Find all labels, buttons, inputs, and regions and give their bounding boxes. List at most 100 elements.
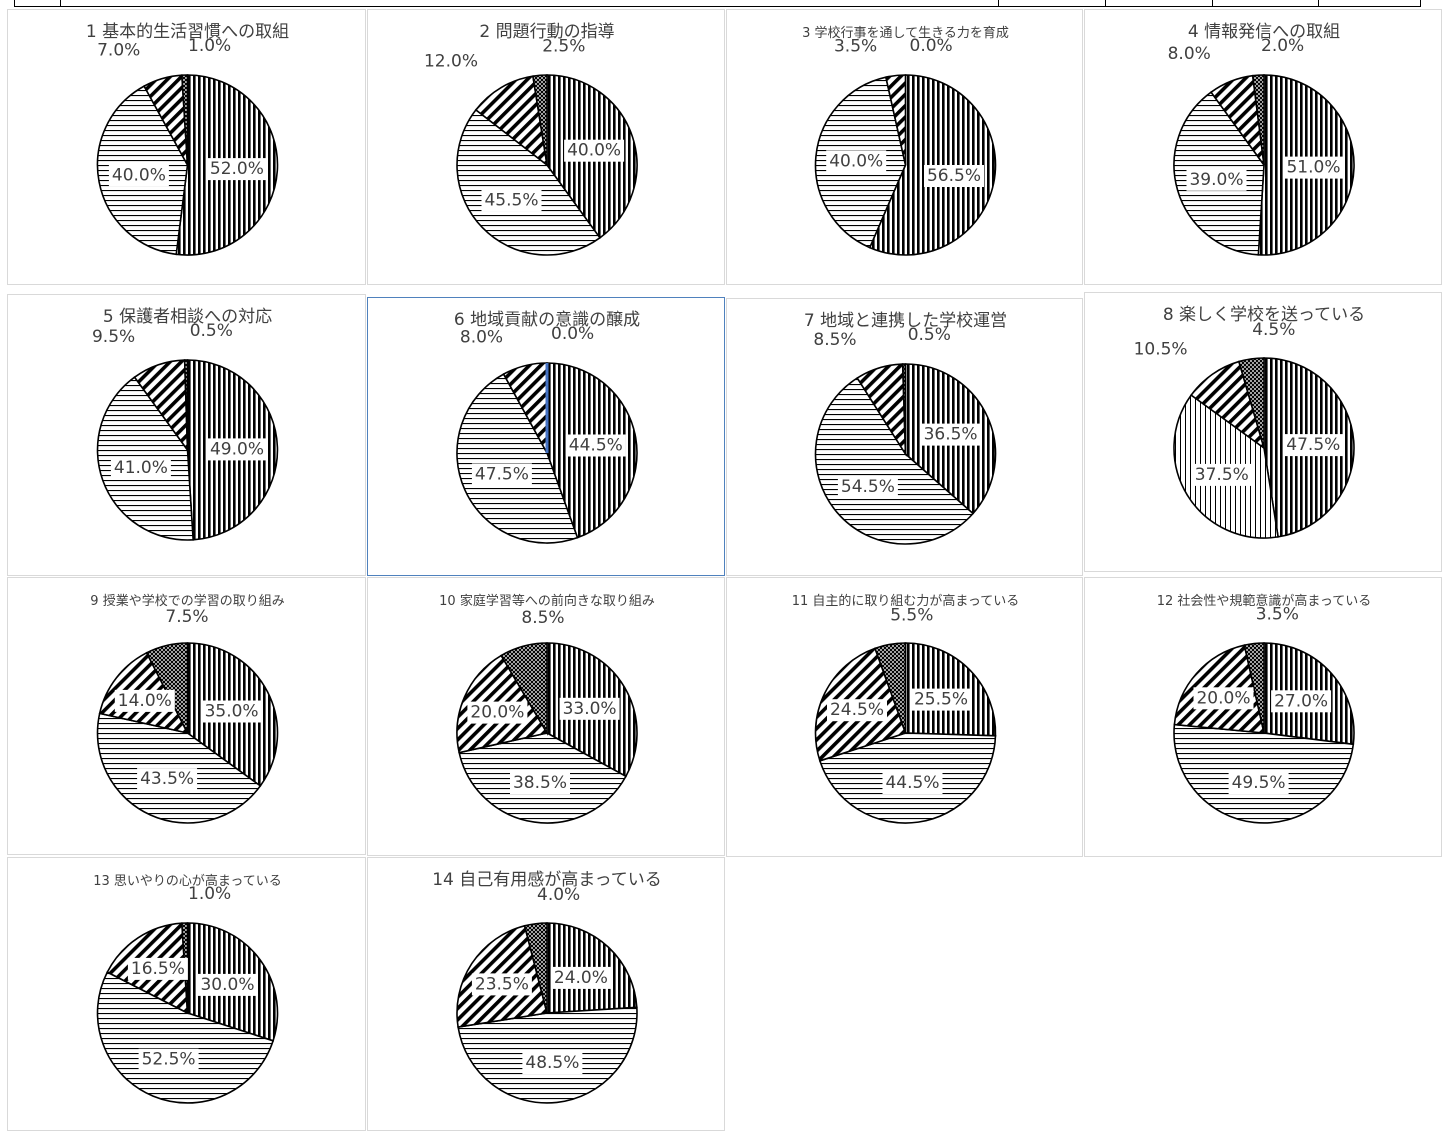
table-top-border: [0, 0, 1449, 10]
data-label-box: [467, 701, 528, 724]
pie-chart-panel[interactable]: 10 家庭学習等への前向きな取り組み 33.0% 38.5% 20.0% 8.5%: [367, 577, 725, 856]
data-label-box: [1283, 434, 1344, 457]
pie-chart: 1 基本的生活習慣への取組 52.0% 40.0% 7.0% 1.0%: [86, 22, 289, 256]
pie-chart-panel[interactable]: 1 基本的生活習慣への取組 52.0% 40.0% 7.0% 1.0%: [7, 9, 366, 285]
data-label: 40.0%: [829, 151, 883, 171]
data-label: 41.0%: [114, 458, 168, 478]
data-label: 30.0%: [200, 975, 254, 995]
data-label: 37.5%: [1195, 465, 1249, 485]
data-label-box: [882, 772, 943, 794]
data-label: 3.5%: [1256, 605, 1299, 625]
data-label-box: [481, 189, 542, 212]
table-divider: [14, 0, 15, 7]
pie-slice-4: [1251, 74, 1265, 166]
data-label: 5.5%: [890, 606, 933, 626]
data-label: 0.0%: [551, 324, 594, 344]
pie-chart-panel[interactable]: 11 自主的に取り組む力が高まっている 25.5% 44.5% 24.5% 5.5%: [726, 577, 1083, 857]
data-label: 54.5%: [841, 477, 895, 497]
pie-chart: 10 家庭学習等への前向きな取り組み 33.0% 38.5% 20.0% 8.5%: [439, 593, 655, 824]
pie-chart-panel[interactable]: 6 地域貢献の意識の醸成 44.5% 47.5% 8.0% 0.0%: [367, 297, 725, 576]
data-label: 44.5%: [569, 436, 623, 456]
data-label: 56.5%: [927, 166, 981, 186]
table-divider: [1420, 0, 1421, 7]
data-label: 2.5%: [542, 36, 585, 56]
data-label: 43.5%: [140, 769, 194, 789]
chart-title: 13 思いやりの心が高まっている: [93, 873, 282, 889]
data-label: 44.5%: [885, 773, 939, 793]
pie-chart: 6 地域貢献の意識の醸成 44.5% 47.5% 8.0% 0.0%: [454, 310, 640, 544]
chart-title: 2 問題行動の指導: [479, 22, 614, 42]
data-label-box: [1271, 690, 1332, 713]
pie-slice-4: [901, 363, 907, 455]
data-label: 3.5%: [834, 37, 877, 57]
pie-chart-panel[interactable]: 7 地域と連携した学校運営 36.5% 54.5% 8.5% 0.5%: [726, 298, 1083, 576]
pie-slice-4: [873, 642, 907, 734]
chart-title: 3 学校行事を通して生きる力を育成: [802, 25, 1009, 41]
data-label: 23.5%: [475, 974, 529, 994]
data-label: 0.0%: [910, 36, 953, 56]
pie-slice-4: [1243, 642, 1265, 734]
pie-chart-panel[interactable]: 2 問題行動の指導 40.0% 45.5% 12.0% 2.5%: [367, 9, 725, 285]
data-label-box: [1228, 772, 1289, 795]
data-label-box: [207, 438, 267, 461]
chart-title: 10 家庭学習等への前向きな取り組み: [439, 593, 655, 609]
data-label: 39.0%: [1189, 170, 1243, 190]
pie-chart-panel[interactable]: 8 楽しく学校を送っている 47.5% 37.5% 10.5% 4.5%: [1084, 292, 1442, 572]
table-top-rule: [14, 6, 1421, 7]
data-label-box: [471, 973, 532, 996]
data-label: 20.0%: [470, 703, 524, 723]
data-label-box: [201, 700, 262, 723]
data-label-box: [1193, 687, 1254, 710]
data-label-box: [108, 164, 169, 187]
data-label-box: [1283, 156, 1344, 179]
pie-chart-panel[interactable]: 5 保護者相談への対応 49.0% 41.0% 9.5% 0.5%: [7, 294, 366, 576]
data-label: 24.5%: [830, 700, 884, 720]
pie-chart: 7 地域と連携した学校運営 36.5% 54.5% 8.5% 0.5%: [804, 311, 1007, 545]
pie-chart-panel[interactable]: 4 情報発信への取組 51.0% 39.0% 8.0% 2.0%: [1084, 9, 1442, 285]
data-label: 35.0%: [205, 702, 259, 722]
pie-chart: 2 問題行動の指導 40.0% 45.5% 12.0% 2.5%: [424, 22, 638, 256]
data-label: 47.5%: [1286, 435, 1340, 455]
data-label: 36.5%: [924, 425, 978, 445]
pie-chart-panel[interactable]: 14 自己有用感が高まっている 24.0% 48.5% 23.5% 4.0%: [367, 857, 725, 1131]
data-label: 16.5%: [131, 959, 185, 979]
data-label-box: [826, 150, 887, 173]
data-label: 4.5%: [1252, 320, 1295, 340]
pie-chart-panel[interactable]: 3 学校行事を通して生きる力を育成 56.5% 40.0% 3.5% 0.0%: [726, 9, 1083, 285]
pie-chart-panel[interactable]: 9 授業や学校での学習の取り組み 35.0% 43.5% 14.0% 7.5%: [7, 577, 366, 855]
pie-chart: 4 情報発信への取組 51.0% 39.0% 8.0% 2.0%: [1168, 22, 1355, 256]
pie-slice-4: [1237, 357, 1265, 449]
pie-chart: 14 自己有用感が高まっている 24.0% 48.5% 23.5% 4.0%: [432, 870, 662, 1104]
data-label: 12.0%: [424, 52, 478, 72]
data-label: 7.0%: [97, 40, 140, 60]
table-divider: [60, 0, 61, 7]
data-label-box: [827, 699, 887, 722]
data-label: 7.5%: [165, 607, 208, 627]
chart-title: 6 地域貢献の意識の醸成: [454, 310, 640, 330]
data-label: 49.5%: [1232, 773, 1286, 793]
chart-title: 5 保護者相談への対応: [103, 307, 272, 327]
data-label-box: [550, 966, 611, 989]
data-label-box: [565, 434, 626, 457]
data-label-box: [137, 768, 198, 791]
data-label: 27.0%: [1274, 691, 1328, 711]
chart-title: 1 基本的生活習慣への取組: [86, 22, 289, 42]
pie-slice-2: [456, 108, 602, 256]
pie-chart: 13 思いやりの心が高まっている 30.0% 52.5% 16.5% 1.0%: [93, 873, 282, 1104]
data-label: 2.0%: [1261, 36, 1304, 56]
data-label: 24.0%: [554, 968, 608, 988]
data-label-box: [1191, 463, 1252, 486]
pie-slice-4: [523, 922, 548, 1014]
pie-chart: 3 学校行事を通して生きる力を育成 56.5% 40.0% 3.5% 0.0%: [802, 25, 1009, 256]
data-label: 52.5%: [142, 1050, 196, 1070]
pie-chart-panel[interactable]: 13 思いやりの心が高まっている 30.0% 52.5% 16.5% 1.0%: [7, 857, 366, 1131]
pie-slice-4: [181, 74, 189, 166]
pie-slice-2: [456, 373, 579, 544]
data-label-box: [1186, 168, 1247, 191]
pie-chart: 12 社会性や規範意識が高まっている 27.0% 49.5% 20.0% 3.5%: [1157, 593, 1371, 824]
chart-title: 9 授業や学校での学習の取り組み: [90, 593, 284, 609]
data-label-box: [559, 697, 620, 720]
pie-chart-panel[interactable]: 12 社会性や規範意識が高まっている 27.0% 49.5% 20.0% 3.5%: [1084, 577, 1442, 857]
data-label: 8.0%: [1168, 44, 1211, 64]
